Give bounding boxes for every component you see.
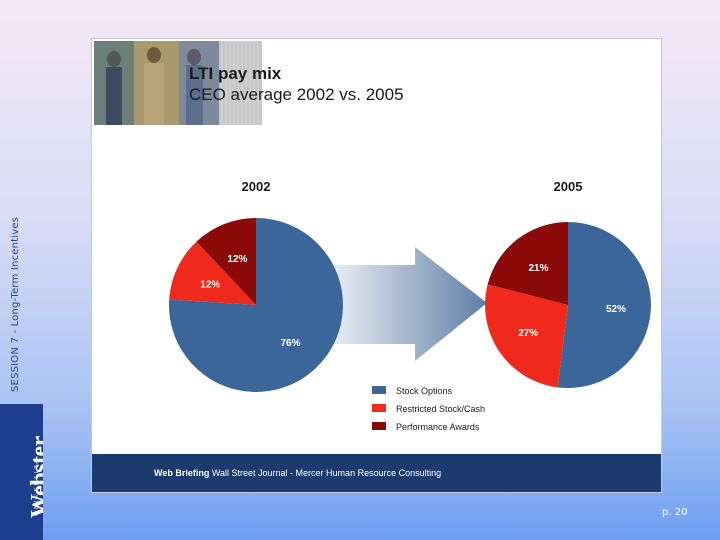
slide-subtitle: CEO average 2002 vs. 2005 (189, 85, 404, 104)
header-photo (94, 41, 262, 125)
pie-slice-2005-3 (487, 222, 568, 305)
legend-swatch-3 (372, 422, 386, 430)
pie-chart: 76% 12% 12% 2002 52% 27% 21% 2005 Stock Options… (168, 179, 651, 432)
pie-slice-2002-3 (196, 218, 256, 305)
session-label: SESSION 7 - Long-Term Incentives (10, 216, 21, 392)
pie-slice-2005-1 (557, 222, 651, 388)
legend-label-2: Restricted Stock/Cash (396, 404, 485, 414)
legend-swatch-1 (372, 386, 386, 394)
logo-subtext: UNIVERSITY (34, 456, 40, 516)
pie-slice-2005-2 (485, 284, 568, 388)
pie-label-2005-1: 52% (606, 304, 626, 315)
pie-year-label-2005: 2005 (554, 179, 583, 194)
webster-logo: Webster UNIVERSITY (0, 404, 43, 540)
footer-source: Web Briefing Wall Street Journal - Merce… (154, 468, 441, 478)
pie-label-2005-3: 21% (528, 263, 548, 274)
page-number: p. 20 (662, 507, 688, 518)
comparison-arrow (307, 247, 487, 361)
pie-label-2002-2: 12% (200, 280, 220, 291)
legend-swatch-2 (372, 404, 386, 412)
footer-bar: Web Briefing Wall Street Journal - Merce… (92, 454, 661, 492)
slide-panel: LTI pay mix CEO average 2002 vs. 2005 76… (91, 38, 662, 493)
pie-label-2005-2: 27% (518, 328, 538, 339)
footer-brand: Web Briefing (154, 468, 210, 478)
footer-source-text: Wall Street Journal - Mercer Human Resou… (211, 468, 442, 478)
slide-title: LTI pay mix (189, 64, 282, 83)
legend-label-1: Stock Options (396, 386, 453, 396)
pie-slice-2002-1 (168, 218, 343, 393)
pie-year-label-2002: 2002 (242, 179, 271, 194)
pie-label-2002-3: 12% (227, 254, 247, 265)
pie-label-2002-1: 76% (280, 338, 300, 349)
legend-label-3: Performance Awards (396, 422, 480, 432)
pie-slice-2002-2 (169, 241, 256, 305)
